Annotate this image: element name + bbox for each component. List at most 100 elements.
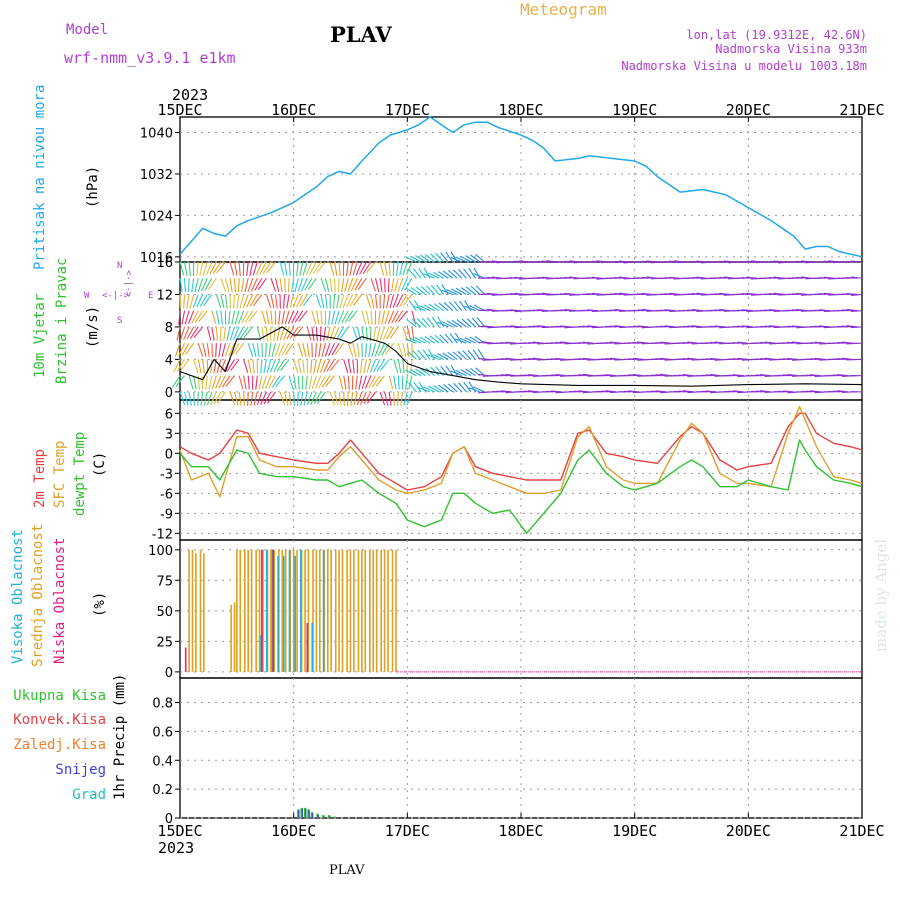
wind-barb	[260, 391, 267, 405]
wind-barb	[247, 375, 250, 390]
wind-barb	[457, 350, 467, 360]
wind-barb	[265, 310, 270, 325]
compass-e: E	[148, 291, 153, 301]
wind-barb	[176, 359, 186, 372]
wind-barb	[455, 256, 467, 263]
wind-barb	[263, 359, 267, 374]
wind-barb	[260, 359, 263, 374]
wind-barb	[347, 278, 354, 292]
wind-barb	[402, 261, 408, 276]
wind-barb	[850, 293, 863, 296]
wind-barb	[244, 310, 254, 323]
wind-barb	[257, 277, 267, 291]
wind-barb	[303, 391, 308, 406]
wind-barb	[391, 278, 395, 293]
wind-barb	[279, 278, 283, 293]
x-tick-label-bottom: 18DEC	[498, 822, 543, 840]
wind-barb	[274, 342, 281, 357]
wind-barb	[411, 326, 415, 341]
wind-barb	[444, 333, 454, 344]
y-tick-label: 0.2	[152, 783, 173, 798]
wind-barb	[229, 326, 236, 341]
wind-barb	[211, 343, 214, 358]
wind-barb	[445, 251, 454, 263]
wind-barb	[234, 278, 236, 293]
wind-barb	[207, 277, 217, 291]
wind-barb	[366, 391, 376, 404]
wind-barb	[384, 342, 395, 355]
wind-barb	[393, 375, 397, 390]
wind-barb	[342, 294, 349, 308]
wind-barb	[300, 391, 304, 406]
wind-barb	[173, 359, 181, 373]
wind-barb	[819, 293, 831, 296]
x-tick-label-bottom: 20DEC	[726, 822, 771, 840]
wind-barb	[465, 286, 476, 295]
compass-s: S	[117, 316, 122, 326]
wind-barb	[284, 342, 295, 355]
wind-barb	[714, 325, 726, 328]
wind-barb	[270, 294, 275, 309]
wind-barb	[428, 385, 440, 393]
wind-barb	[269, 359, 276, 373]
wind-barb	[176, 326, 181, 341]
wind-barb	[370, 278, 377, 292]
wind-barb	[308, 375, 313, 390]
wind-barb	[418, 268, 426, 279]
wind-barb	[180, 359, 190, 371]
wind-barb	[344, 278, 349, 292]
wind-barb	[591, 276, 603, 279]
wind-barb	[215, 375, 222, 389]
wind-barb	[194, 278, 199, 293]
wind-barb	[343, 375, 347, 390]
wind-barb	[205, 375, 208, 390]
wind-barb	[402, 359, 405, 374]
wind-barb	[850, 326, 863, 329]
wind-barb	[251, 278, 258, 292]
wind-barb	[175, 375, 185, 387]
wind-barb	[475, 253, 485, 263]
wind-barb	[378, 310, 381, 325]
wind-barb	[291, 310, 299, 324]
wind-barb	[369, 359, 377, 373]
x-tick-label-top: 19DEC	[612, 101, 657, 119]
wind-barb	[365, 294, 372, 308]
wind-barb	[220, 278, 227, 292]
wind-barb	[347, 391, 349, 406]
wind-barb	[197, 278, 204, 292]
wind-barb	[397, 375, 400, 390]
temperature-panel: -12 -9 -6 -3 0 3 6	[152, 406, 863, 542]
wind-barb	[430, 366, 440, 377]
wind-barb	[384, 391, 389, 406]
wind-barb	[271, 375, 281, 388]
wind-barb	[348, 310, 358, 322]
wind-barb	[347, 359, 352, 374]
wind-barb	[514, 260, 526, 263]
wind-barb	[278, 310, 281, 325]
temp-unit: (C)	[92, 452, 108, 477]
wind-barb	[389, 294, 395, 309]
wind-barb	[382, 326, 390, 340]
wind-barb	[228, 310, 231, 325]
wind-barb	[810, 374, 822, 377]
wind-barb	[268, 375, 276, 389]
wind-barb	[769, 292, 781, 296]
x-tick-label-top: 17DEC	[385, 101, 430, 119]
wind-barb	[328, 310, 331, 325]
wind-barb	[755, 390, 767, 393]
wind-barb	[415, 286, 426, 295]
wind-barb	[605, 357, 617, 360]
time-axes: 15DEC 15DEC 16DEC 16DEC 17DEC 17DEC 18DEC 18DEC…	[157, 101, 884, 840]
wind-barb	[266, 359, 272, 374]
wind-barb	[614, 293, 626, 296]
wind-barb	[420, 254, 431, 263]
wind-barb	[388, 391, 392, 406]
wind-barb	[241, 278, 245, 293]
wind-barb	[837, 374, 849, 377]
wind-barb	[310, 359, 313, 374]
wind-barb	[550, 390, 562, 393]
wind-barb	[179, 261, 185, 276]
wind-barb	[318, 375, 326, 389]
cloud-unit: (%)	[92, 592, 108, 617]
wind-barb	[841, 325, 853, 328]
